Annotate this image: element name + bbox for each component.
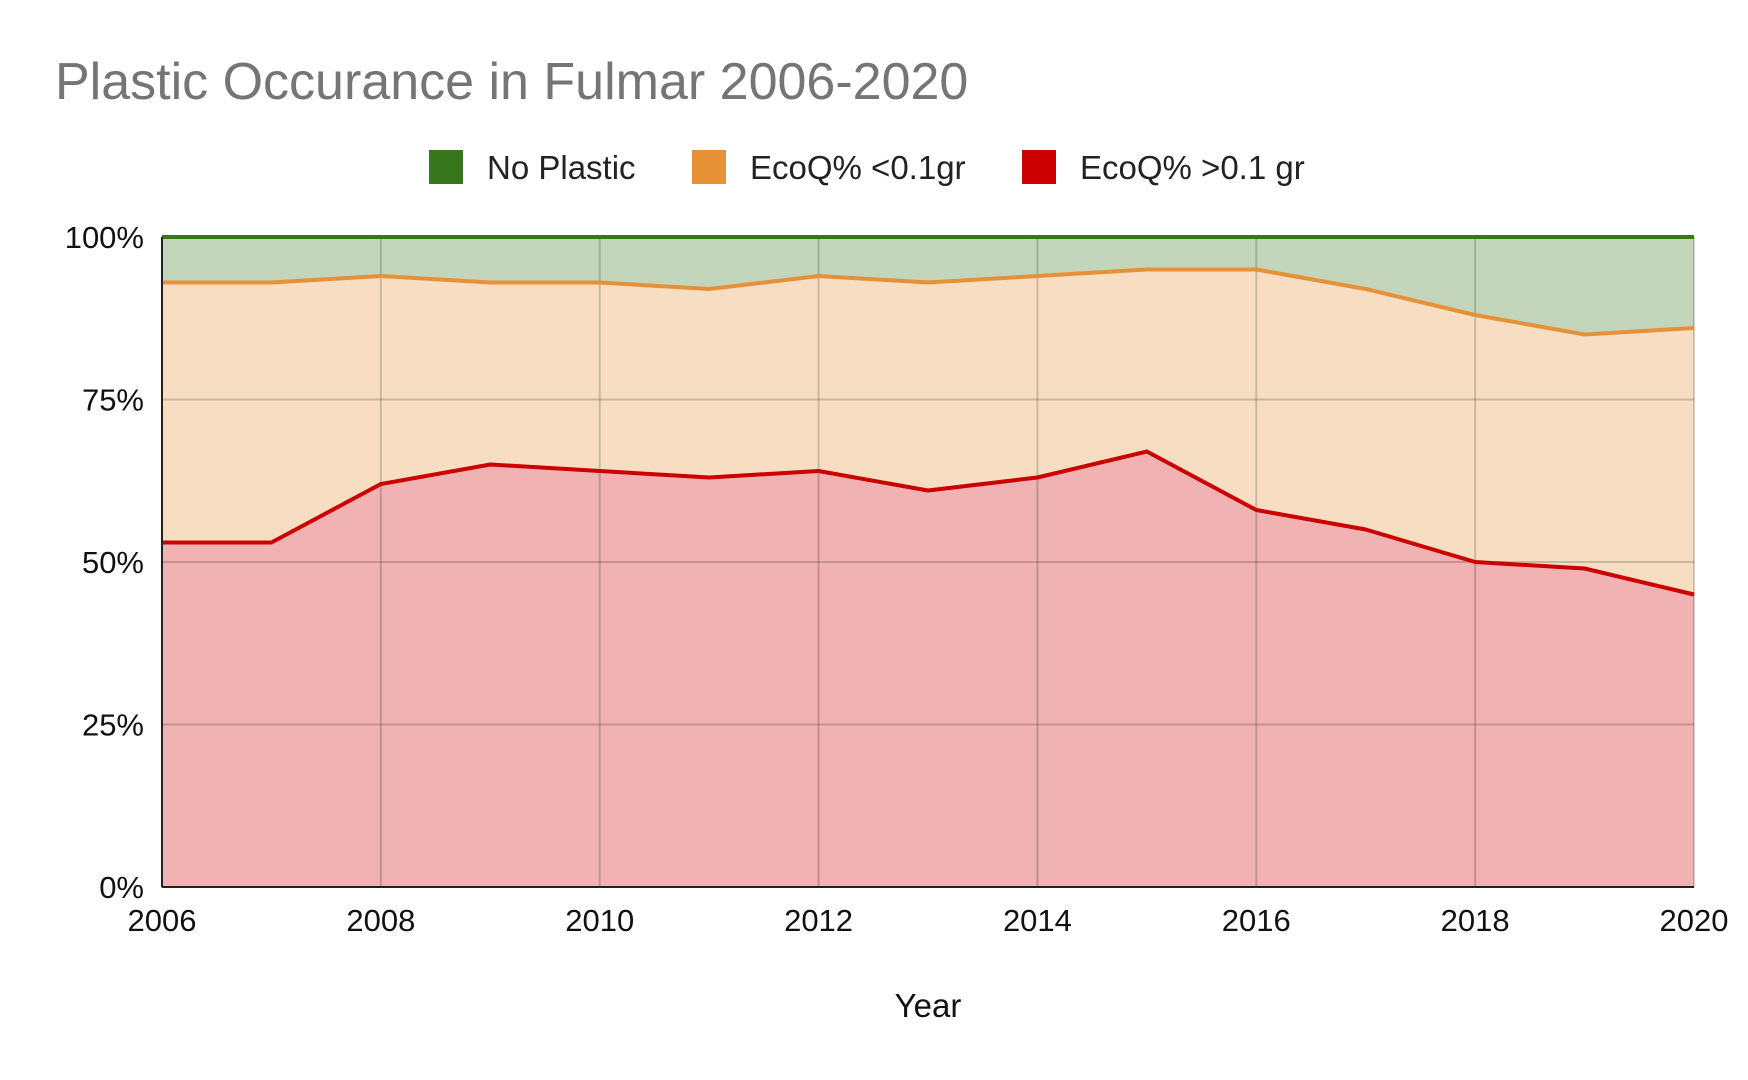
y-tick-label: 100% bbox=[65, 220, 144, 255]
x-tick-label: 2010 bbox=[565, 903, 634, 938]
axes bbox=[161, 237, 1694, 888]
y-tick-label: 75% bbox=[82, 383, 144, 418]
legend-label-no-plastic: No Plastic bbox=[487, 149, 636, 186]
plot-areas bbox=[162, 237, 1694, 887]
area-ecoq-0-1-gr bbox=[162, 451, 1694, 887]
y-tick-label: 50% bbox=[82, 545, 144, 580]
chart-title: Plastic Occurance in Fulmar 2006-2020 bbox=[55, 53, 968, 111]
legend-label-ecoq-0-1-gr: EcoQ% >0.1 gr bbox=[1080, 149, 1305, 186]
line-ecoq-0-1gr bbox=[162, 267, 1695, 337]
y-tick-labels: 0% 25% 50% 75% 100% bbox=[65, 220, 144, 905]
gridlines bbox=[162, 236, 1695, 887]
legend-label-ecoq-0-1gr: EcoQ% <0.1gr bbox=[750, 149, 966, 186]
x-axis-label: Year bbox=[895, 987, 962, 1024]
series-lines bbox=[162, 235, 1695, 597]
legend-swatch-ecoq-0-1gr bbox=[692, 150, 726, 184]
y-tick-label: 0% bbox=[99, 870, 144, 905]
y-tick-label: 25% bbox=[82, 708, 144, 743]
x-tick-label: 2006 bbox=[128, 903, 197, 938]
area-no-plastic bbox=[162, 237, 1694, 335]
line-ecoq-0-1-gr bbox=[162, 449, 1695, 597]
legend-swatch-no-plastic bbox=[429, 150, 463, 184]
x-tick-label: 2016 bbox=[1222, 903, 1291, 938]
x-tick-label: 2018 bbox=[1441, 903, 1510, 938]
x-tick-label: 2008 bbox=[346, 903, 415, 938]
x-tick-label: 2014 bbox=[1003, 903, 1072, 938]
x-tick-label: 2020 bbox=[1660, 903, 1729, 938]
legend: No Plastic EcoQ% <0.1gr EcoQ% >0.1 gr bbox=[429, 149, 1305, 186]
x-tick-label: 2012 bbox=[784, 903, 853, 938]
x-tick-labels: 2006 2008 2010 2012 2014 2016 2018 2020 bbox=[128, 903, 1729, 938]
area-ecoq-0-1gr bbox=[162, 269, 1694, 595]
legend-swatch-ecoq-0-1-gr bbox=[1022, 150, 1056, 184]
